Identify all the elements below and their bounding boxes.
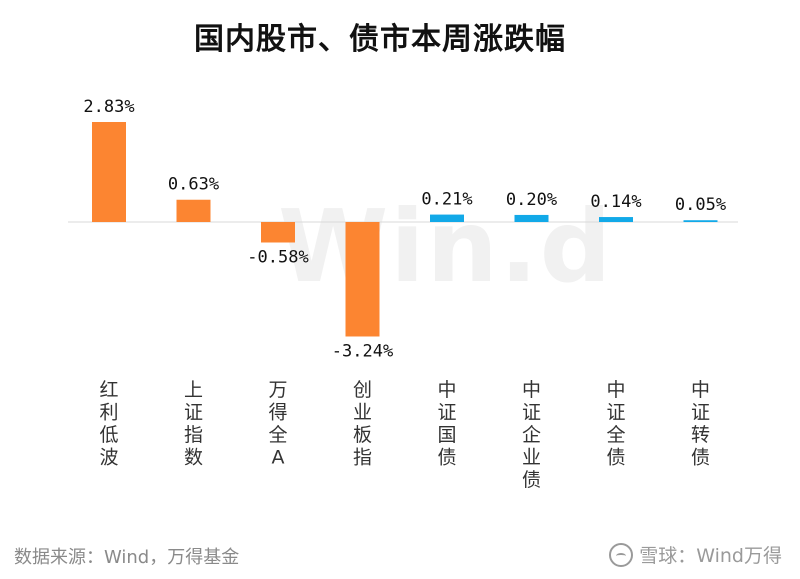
bar-4 [345, 222, 380, 337]
data-source-note: 数据来源：Wind，万得基金 [14, 547, 240, 568]
brand-watermark: 雪球：Wind万得 [609, 541, 782, 568]
data-label-1: 2.83% [83, 97, 134, 117]
bar-chart: 2.83% 红利低波 0.63% 上证指数 -0.58% 万得全 A -3.24% 创业板指 0.… [68, 97, 738, 491]
category-label-3: 万得全 A [268, 379, 287, 469]
bar-1 [92, 122, 126, 222]
category-label-7: 中证全债 [606, 379, 625, 469]
bar-7 [599, 217, 633, 222]
bar-5 [430, 214, 464, 222]
category-label-1: 红利低波 [99, 379, 118, 469]
brand-text: 雪球：Wind万得 [639, 545, 782, 567]
data-label-2: 0.63% [168, 175, 219, 195]
category-label-5: 中证国债 [437, 379, 456, 469]
data-label-3: -0.58% [247, 247, 308, 267]
bar-3 [261, 222, 295, 243]
data-label-7: 0.14% [590, 192, 641, 212]
bar-8 [683, 220, 718, 222]
data-label-6: 0.20% [506, 190, 557, 210]
category-label-6: 中证企业债 [522, 379, 541, 491]
chart-title: 国内股市、债市本周涨跌幅 [194, 22, 566, 57]
snowball-logo-icon [609, 542, 634, 567]
category-label-4: 创业板指 [353, 379, 372, 469]
watermark: Win.d [278, 188, 614, 305]
data-label-8: 0.05% [675, 195, 726, 215]
category-label-2: 上证指数 [184, 379, 203, 469]
data-label-5: 0.21% [421, 190, 472, 210]
data-label-4: -3.24% [332, 341, 393, 361]
category-label-8: 中证转债 [691, 379, 710, 469]
bar-6 [514, 214, 549, 222]
bar-2 [176, 199, 211, 222]
